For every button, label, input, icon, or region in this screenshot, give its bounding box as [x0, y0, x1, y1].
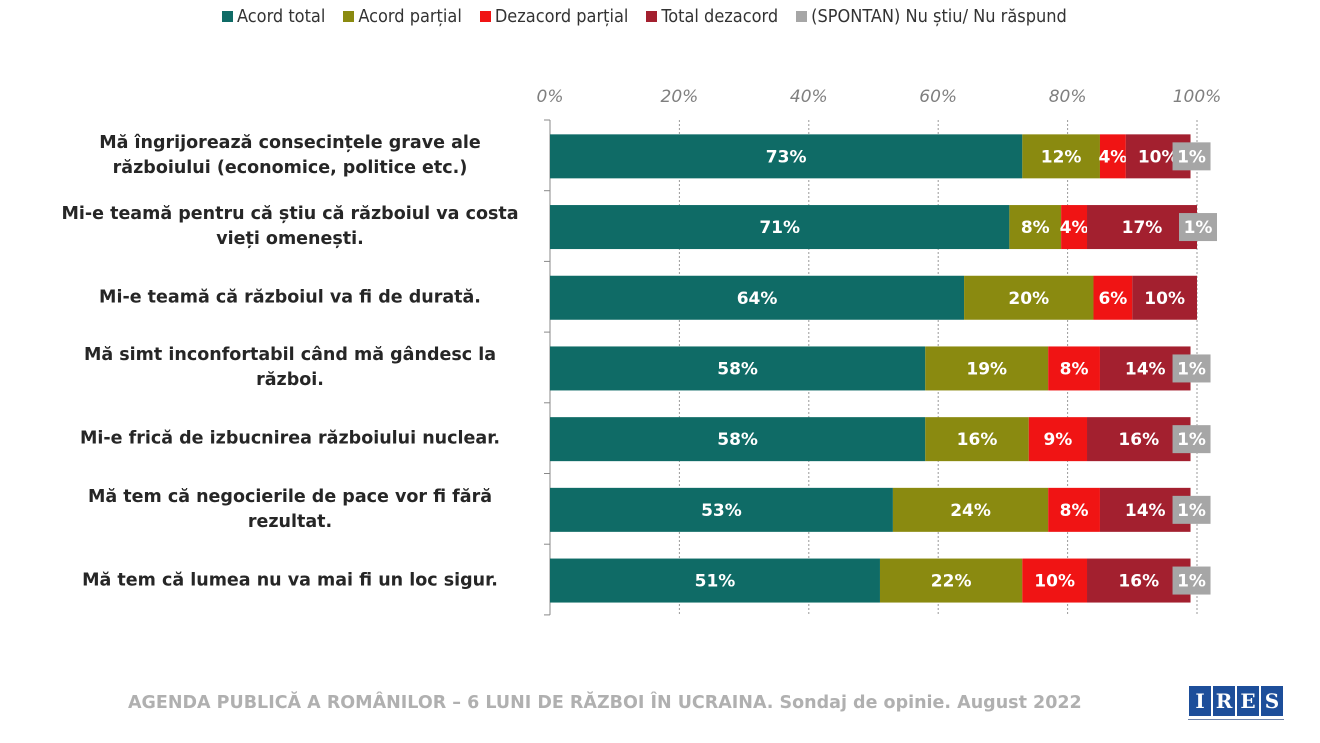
legend-item: (SPONTAN) Nu știu/ Nu răspund	[796, 6, 1067, 27]
data-label: 1%	[1177, 359, 1206, 379]
category-label: Mi-e teamă pentru că știu că războiul va…	[61, 204, 519, 250]
stacked-bar-chart: 0% 20% 40% 60% 80% 100%73% 12% 4% 10%1%71% 8% 4% 17…	[537, 87, 1222, 616]
data-label: 12%	[1041, 147, 1082, 167]
category-label: Mi-e frică de izbucnirea războiului nucl…	[80, 428, 500, 449]
legend-label: Dezacord parțial	[494, 6, 629, 27]
data-label: 16%	[1118, 430, 1159, 450]
data-label: 51%	[695, 572, 736, 592]
footer-caption: AGENDA PUBLICĂ A ROMÂNILOR – 6 LUNI DE R…	[128, 693, 1082, 713]
data-label: 9%	[1043, 430, 1072, 450]
data-label: 1%	[1177, 501, 1206, 521]
category-label: Mi-e teamă că războiul va fi de durată.	[99, 287, 481, 308]
bar-segment	[925, 346, 1049, 391]
category-label: Mă tem că negocierile de pace vor fi făr…	[87, 486, 493, 532]
legend-swatch	[646, 11, 658, 22]
data-label: 10%	[1144, 289, 1185, 309]
x-tick-label: 40%	[790, 87, 828, 107]
bar-segment	[1022, 134, 1100, 179]
data-label: 14%	[1125, 501, 1166, 521]
data-label: 14%	[1125, 359, 1166, 379]
bar-segment	[1172, 425, 1211, 454]
bar-segment	[550, 346, 926, 391]
bar-segment	[1028, 417, 1088, 462]
data-label: 8%	[1060, 501, 1089, 521]
bar-segment	[1172, 566, 1211, 595]
legend-swatch	[796, 11, 808, 22]
bar-segment	[925, 417, 1029, 462]
legend-item: Acord parțial	[343, 6, 462, 27]
bar-segment	[1132, 275, 1197, 320]
bar-segment	[550, 558, 880, 603]
bar-segment	[550, 275, 965, 320]
x-tick-label: 20%	[661, 87, 699, 107]
bar-segment	[1179, 213, 1217, 242]
legend-label: (SPONTAN) Nu știu/ Nu răspund	[811, 6, 1067, 27]
data-label: 1%	[1184, 218, 1213, 238]
legend-label: Total dezacord	[661, 6, 779, 27]
data-label: 8%	[1060, 359, 1089, 379]
category-label: Mă simt inconfortabil când mă gândesc la…	[83, 345, 497, 391]
legend-label: Acord total	[237, 6, 326, 27]
bar-segment	[879, 558, 1023, 603]
x-tick-label: 80%	[1049, 87, 1087, 107]
data-label: 19%	[966, 359, 1007, 379]
x-tick-label: 100%	[1173, 87, 1222, 107]
data-label: 58%	[717, 359, 758, 379]
bar-segment	[550, 487, 893, 532]
bar-segment	[1048, 487, 1100, 532]
data-label: 22%	[931, 572, 972, 592]
data-label: 20%	[1008, 289, 1049, 309]
x-tick-label: 0%	[537, 87, 564, 107]
data-label: 1%	[1177, 572, 1206, 592]
bar-segment	[1061, 205, 1088, 250]
data-label: 6%	[1098, 289, 1127, 309]
legend: Acord total Acord parțial Dezacord parțial…	[222, 6, 1067, 27]
data-label: 16%	[957, 430, 998, 450]
legend-item: Total dezacord	[646, 6, 778, 27]
bar-segment	[1172, 354, 1211, 383]
bar-segment	[1093, 275, 1133, 320]
data-label: 73%	[766, 147, 807, 167]
data-label: 64%	[737, 289, 778, 309]
bar-segment	[550, 134, 1023, 179]
bar-segment	[550, 417, 926, 462]
bar-segment	[1087, 205, 1197, 250]
data-label: 1%	[1177, 430, 1206, 450]
x-tick-label: 60%	[919, 87, 957, 107]
data-label: 71%	[759, 218, 800, 238]
legend-item: Acord total	[222, 6, 325, 27]
bar-segment	[1172, 142, 1211, 171]
data-label: 10%	[1034, 572, 1075, 592]
bar-segment	[964, 275, 1094, 320]
data-label: 58%	[717, 430, 758, 450]
data-label: 8%	[1021, 218, 1050, 238]
data-label: 53%	[701, 501, 742, 521]
bar-segment	[1172, 495, 1211, 524]
legend-swatch	[222, 11, 233, 22]
bar-segment	[1009, 205, 1062, 250]
bar-segment	[892, 487, 1049, 532]
bar-segment	[1048, 346, 1100, 391]
data-label: 17%	[1122, 218, 1163, 238]
data-label: 1%	[1177, 147, 1206, 167]
data-label: 10%	[1138, 147, 1179, 167]
data-label: 16%	[1118, 572, 1159, 592]
legend-label: Acord parțial	[358, 6, 462, 27]
legend-swatch	[343, 11, 355, 22]
bar-segment	[1099, 134, 1126, 179]
bar-segment	[550, 205, 1010, 250]
category-label: Mă tem că lumea nu va mai fi un loc sigu…	[82, 570, 498, 591]
category-label: Mă îngrijorează consecințele grave ale r…	[99, 133, 481, 179]
legend-swatch	[479, 11, 491, 22]
data-label: 24%	[950, 501, 991, 521]
bar-segment	[1022, 558, 1088, 603]
legend-item: Dezacord parțial	[479, 6, 629, 27]
data-label: 4%	[1060, 218, 1089, 238]
data-label: 4%	[1098, 147, 1127, 167]
